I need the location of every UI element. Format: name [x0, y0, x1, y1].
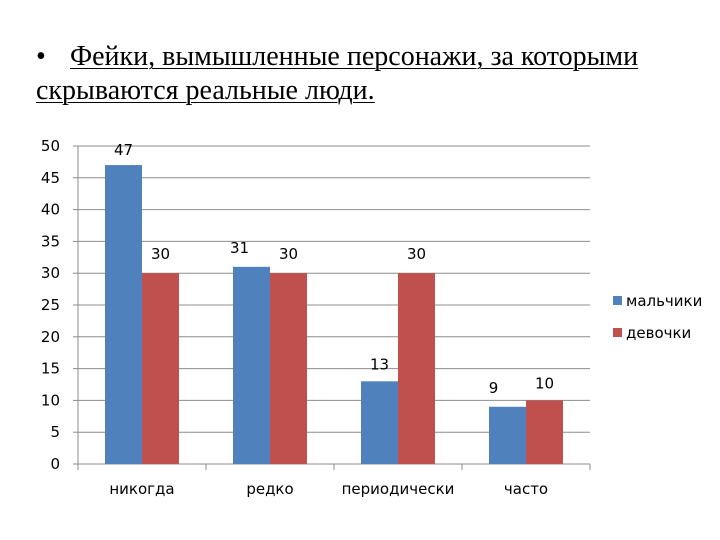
data-label: 30 — [151, 245, 170, 263]
data-label: 30 — [279, 245, 298, 263]
bar — [398, 273, 435, 464]
legend-swatch — [613, 328, 622, 337]
data-label: 9 — [489, 379, 499, 397]
x-tick-label: редко — [246, 480, 293, 498]
bar — [142, 273, 179, 464]
y-tick-label: 0 — [50, 455, 60, 473]
legend: мальчики девочки — [613, 292, 702, 342]
y-tick-label: 5 — [50, 423, 60, 441]
legend-label: девочки — [626, 324, 691, 342]
x-tick-label: часто — [504, 480, 548, 498]
y-tick-label: 45 — [41, 169, 60, 187]
x-tick-label: никогда — [109, 480, 174, 498]
slide-title-text: Фейки, вымышленные персонажи, за которым… — [36, 41, 639, 106]
legend-label: мальчики — [626, 292, 702, 310]
x-tick-label: периодически — [342, 480, 455, 498]
bars — [105, 165, 563, 464]
y-tick-label: 10 — [41, 391, 60, 409]
y-tick-label: 50 — [41, 137, 60, 155]
y-tick-label: 40 — [41, 201, 60, 219]
y-tick-label: 35 — [41, 232, 60, 250]
y-tick-label: 15 — [41, 360, 60, 378]
y-tick-label: 20 — [41, 328, 60, 346]
data-label: 10 — [535, 374, 554, 392]
bar — [526, 400, 563, 464]
bar — [361, 381, 398, 464]
bar — [489, 406, 526, 464]
y-tick-label: 25 — [41, 296, 60, 314]
data-label: 31 — [230, 239, 249, 257]
bullet-glyph: • — [36, 41, 46, 72]
data-label: 30 — [407, 245, 426, 263]
slide-title: • Фейки, вымышленные персонажи, за котор… — [36, 40, 696, 108]
y-tick-label: 30 — [41, 264, 60, 282]
bar — [105, 165, 142, 464]
legend-swatch — [613, 296, 622, 305]
data-labels: 47 30 31 30 13 30 9 10 — [114, 141, 554, 397]
bar — [233, 266, 270, 464]
data-label: 13 — [370, 355, 389, 373]
data-label: 47 — [114, 141, 133, 159]
bar — [270, 273, 307, 464]
